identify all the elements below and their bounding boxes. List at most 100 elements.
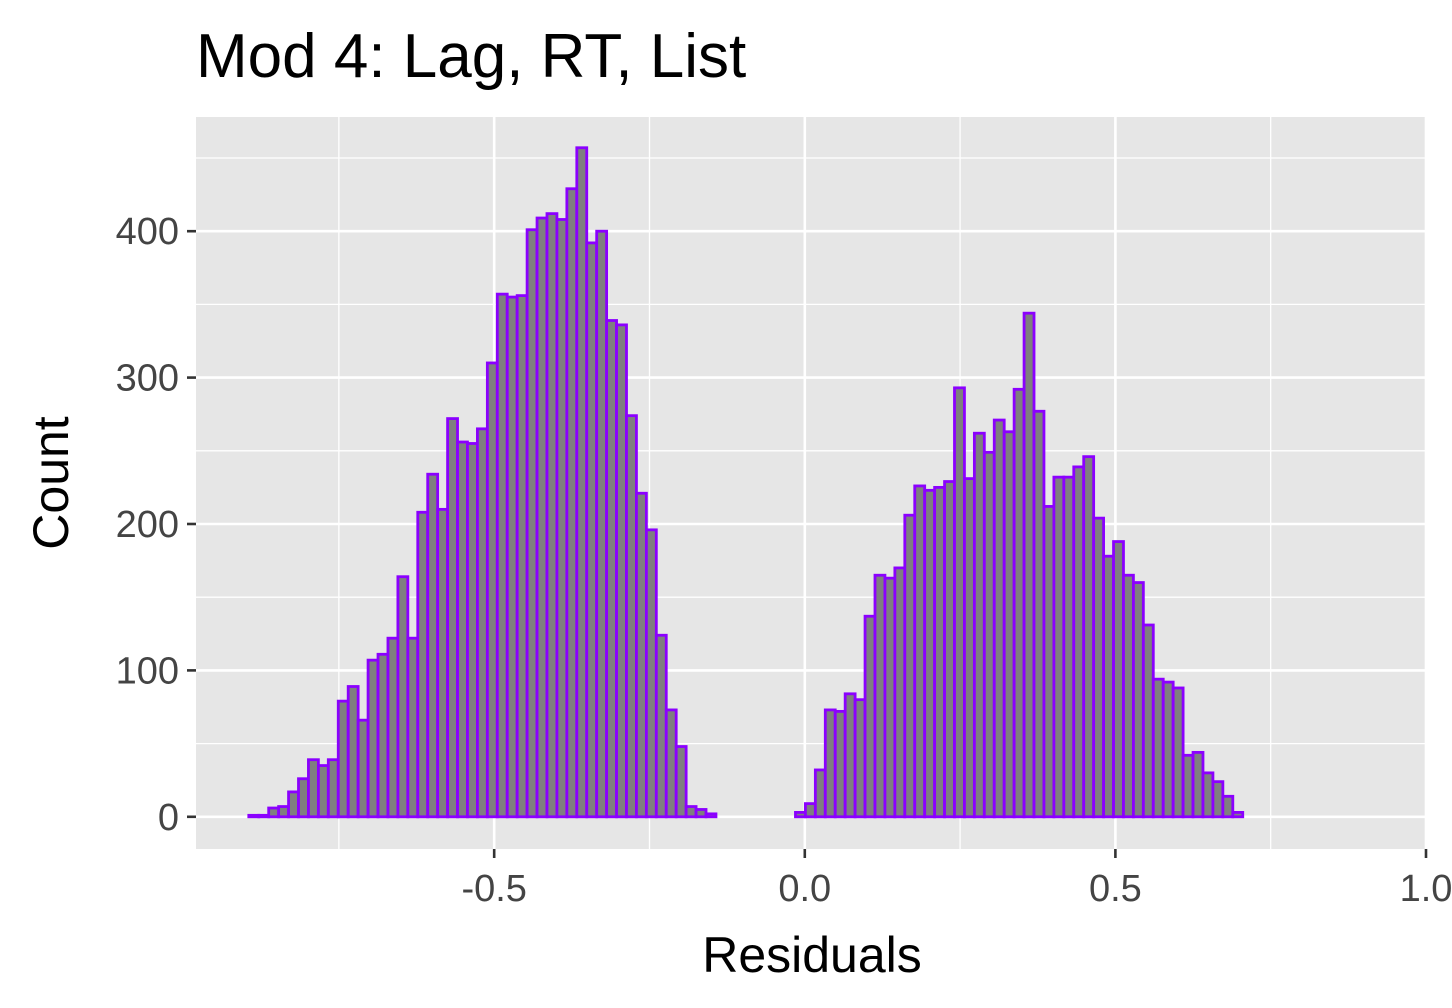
histogram-bar — [923, 488, 937, 819]
x-tick-label: -0.5 — [461, 868, 526, 910]
x-tick-label: 1.0 — [1400, 868, 1452, 910]
y-axis-title: Count — [23, 416, 79, 550]
histogram-bar — [1191, 750, 1205, 819]
x-tick-label: 0.0 — [778, 868, 831, 910]
histogram-bar — [1141, 623, 1155, 819]
histogram-bar — [277, 805, 290, 819]
histogram-bar — [615, 323, 628, 819]
histogram-bar — [913, 484, 927, 819]
histogram-bar — [535, 216, 549, 819]
histogram-bars — [247, 146, 1245, 819]
histogram-bar — [1151, 677, 1165, 819]
histogram-bar — [1211, 780, 1225, 819]
histogram-bar — [843, 692, 857, 819]
histogram-bar — [456, 440, 469, 819]
histogram-bar — [1082, 455, 1096, 819]
histogram-bar — [873, 573, 887, 819]
histogram-bar — [1181, 753, 1195, 819]
histogram-bar — [326, 758, 340, 819]
histogram-bar — [883, 576, 897, 819]
histogram-bar — [1042, 505, 1056, 819]
histogram-bar — [1032, 409, 1046, 819]
histogram-bar — [823, 708, 837, 819]
histogram-bar — [476, 427, 489, 819]
histogram-bar — [446, 417, 459, 819]
histogram-bar — [654, 633, 668, 819]
histogram-bar — [1132, 581, 1145, 819]
histogram-bar — [1092, 516, 1105, 819]
histogram-bar — [436, 507, 449, 819]
histogram-bar — [247, 813, 261, 819]
histogram-bar — [943, 480, 956, 819]
histogram-bar — [287, 790, 300, 819]
y-tick-label: 100 — [116, 650, 179, 692]
histogram-bar — [635, 491, 648, 819]
histogram-bar — [1171, 686, 1185, 819]
x-tick-label: 0.5 — [1089, 868, 1142, 910]
histogram-bar — [416, 510, 430, 819]
histogram-bar — [515, 294, 529, 819]
histogram-bar — [505, 295, 519, 819]
histogram-bar — [466, 442, 479, 819]
histogram-bar — [813, 768, 827, 819]
histogram-bar — [307, 758, 320, 819]
histogram-bar — [1102, 554, 1115, 819]
histogram-bar — [833, 709, 847, 819]
x-axis: -0.5 0.0 0.5 1.0 — [461, 849, 1452, 910]
histogram-bar — [545, 212, 559, 819]
histogram-bar — [356, 718, 370, 819]
histogram-bar — [406, 636, 420, 819]
histogram-bar — [664, 708, 678, 819]
histogram-bar — [684, 805, 698, 819]
histogram-bar — [625, 414, 638, 819]
histogram-bar — [297, 777, 310, 819]
histogram-bar — [704, 812, 718, 819]
histogram-bar — [1221, 794, 1235, 819]
histogram-bar — [366, 658, 380, 819]
histogram-bar — [1122, 573, 1135, 819]
histogram-bar — [1231, 811, 1245, 819]
histogram-bar — [595, 229, 609, 819]
histogram-bar — [853, 698, 867, 819]
histogram-bar — [575, 146, 589, 819]
histogram-bar — [257, 813, 271, 819]
y-tick-label: 300 — [116, 358, 179, 400]
histogram-bar — [863, 614, 877, 819]
chart-title: Mod 4: Lag, RT, List — [196, 22, 746, 91]
histogram-bar — [992, 418, 1006, 819]
histogram-bar — [376, 652, 390, 819]
x-axis-title: Residuals — [702, 927, 922, 983]
histogram-bar — [386, 636, 400, 819]
histogram-bar — [316, 764, 330, 819]
histogram-bar — [267, 806, 281, 819]
histogram-bar — [893, 566, 907, 819]
histogram-bar — [1012, 387, 1026, 819]
histogram-bar — [953, 386, 966, 819]
histogram-bar — [485, 361, 499, 819]
y-tick-label: 400 — [116, 211, 179, 253]
histogram-bar — [396, 575, 410, 819]
histogram-bar — [794, 811, 807, 819]
histogram-bar — [644, 528, 658, 819]
histogram-bar — [1022, 311, 1036, 819]
histogram-bar — [1201, 771, 1215, 819]
histogram-bar — [525, 228, 539, 819]
histogram-bar — [972, 431, 986, 819]
y-axis: 0 100 200 300 400 — [116, 211, 196, 839]
histogram-bar — [346, 685, 360, 819]
histogram-bar — [933, 485, 946, 819]
histogram-bar — [694, 808, 708, 819]
histogram-bar — [495, 292, 509, 819]
y-tick-label: 0 — [158, 797, 179, 839]
histogram-bar — [565, 187, 579, 819]
histogram-bar — [1002, 430, 1016, 819]
histogram-bar — [1161, 680, 1175, 819]
histogram-bar — [963, 477, 976, 819]
histogram-bar — [336, 699, 350, 819]
histogram-bar — [555, 218, 569, 819]
histogram-bar — [605, 319, 618, 819]
histogram-bar — [903, 513, 917, 819]
histogram-bar — [426, 472, 440, 819]
histogram-bar — [804, 802, 817, 819]
histogram-bar — [982, 450, 996, 819]
